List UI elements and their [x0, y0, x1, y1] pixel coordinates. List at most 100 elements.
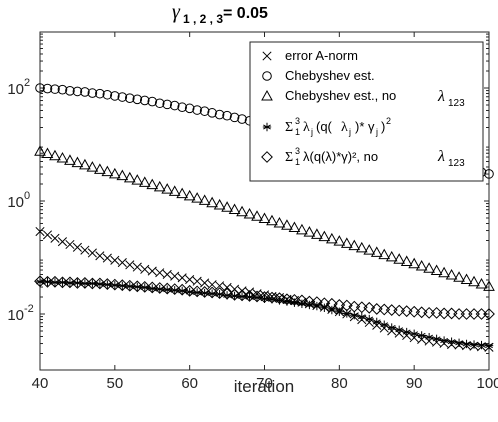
data-point-triangle [445, 268, 458, 280]
data-point-asterisk [454, 338, 464, 348]
data-point-triangle [49, 149, 61, 161]
data-point-x [140, 264, 150, 274]
data-point-x-stroke [110, 255, 120, 265]
data-point-asterisk [387, 323, 396, 332]
data-point-triangle [258, 212, 271, 224]
data-point-triangle [116, 169, 129, 181]
data-point-triangle [198, 194, 211, 205]
data-point-diamond [400, 305, 413, 318]
x-axis-title: iteration [234, 377, 294, 396]
y-tick-label-exp: 0 [24, 190, 30, 202]
legend-sumno-sup: 3 [295, 146, 300, 156]
legend-sum-formula-a-sub: j [310, 127, 313, 137]
data-point-triangle [71, 156, 84, 168]
data-point-asterisk [342, 309, 352, 318]
legend: error A-norm Chebyshev est. Chebyshev es… [249, 41, 484, 182]
data-point-triangle [378, 248, 391, 260]
data-point-x-stroke [132, 262, 142, 272]
data-point-diamond [483, 308, 495, 320]
data-point-x-stroke [162, 269, 172, 280]
data-point-circle [87, 88, 98, 98]
y-tick-label-base: 10 [7, 81, 24, 98]
data-point-asterisk [432, 334, 441, 344]
data-point-circle [237, 114, 247, 124]
data-point-triangle [363, 244, 376, 255]
x-tick-label: 80 [331, 375, 348, 392]
legend-sum-formula-d: )* γ [355, 119, 375, 134]
x-tick-label: 60 [181, 375, 198, 392]
series-diamond [34, 275, 495, 320]
data-point-diamond [318, 297, 331, 310]
data-point-diamond [123, 279, 136, 292]
data-point-diamond [296, 294, 308, 307]
data-point-diamond [116, 279, 129, 292]
data-point-x-stroke [80, 245, 90, 255]
legend-sum-formula-c: λ [341, 120, 348, 135]
x-tick-label: 40 [32, 375, 49, 392]
data-point-circle [169, 100, 180, 111]
data-point-x-stroke [147, 266, 157, 276]
data-point-circle [110, 91, 120, 101]
data-point-asterisk [409, 329, 419, 338]
data-point-diamond [206, 286, 219, 299]
data-point-triangle [355, 241, 368, 253]
data-point-triangle [176, 187, 189, 199]
legend-marker-x-stroke [262, 51, 272, 61]
data-point-diamond [49, 275, 61, 288]
data-point-circle [177, 102, 187, 113]
data-point-x [117, 258, 127, 268]
data-point-triangle [266, 214, 278, 226]
x-tick-label: 50 [106, 375, 123, 392]
data-point-circle [192, 105, 202, 115]
data-point-triangle [483, 280, 495, 291]
data-point-triangle [415, 259, 428, 271]
data-point-x [110, 255, 120, 265]
data-point-diamond [430, 306, 443, 319]
data-point-triangle [86, 161, 99, 172]
data-point-triangle [243, 207, 256, 219]
data-point-asterisk [469, 340, 479, 349]
data-point-triangle [430, 264, 443, 275]
data-point-x-stroke [185, 274, 195, 285]
data-point-asterisk [327, 305, 337, 315]
data-point-triangle [400, 255, 413, 266]
data-point-circle [57, 84, 68, 95]
data-point-triangle [311, 228, 323, 239]
legend-label-chebyshev-no-lambda-sub: 123 [448, 98, 465, 109]
data-point-diamond [221, 287, 233, 300]
data-point-circle [42, 83, 53, 94]
data-point-x-stroke [207, 280, 217, 290]
data-point-asterisk [477, 340, 486, 350]
data-point-circle [229, 112, 240, 123]
data-point-circle [162, 99, 173, 110]
data-point-triangle [153, 180, 166, 192]
y-tick-label: 10 -2 [7, 303, 33, 324]
legend-label-sum: Σ 3 1 λ j (q( λ j )* γ j ) 2 [285, 116, 391, 137]
data-point-diamond [355, 301, 368, 314]
data-point-x-stroke [155, 268, 165, 278]
legend-sum-formula-e-sup: 2 [386, 116, 391, 126]
data-point-asterisk [297, 299, 307, 309]
data-point-x-stroke [215, 281, 225, 291]
data-point-triangle [408, 257, 421, 269]
data-point-diamond [445, 307, 458, 320]
data-point-x [207, 280, 217, 290]
chart-title-subscript: 1 , 2 , 3 [183, 12, 223, 26]
data-point-triangle [468, 275, 480, 287]
data-point-diamond [213, 287, 226, 300]
data-point-triangle [475, 278, 488, 289]
data-point-triangle [296, 223, 308, 235]
legend-marker-asterisk [262, 122, 272, 132]
legend-label-error: error A-norm [285, 48, 358, 63]
data-point-diamond [183, 284, 196, 297]
data-point-diamond [303, 295, 316, 308]
legend-marker-diamond [261, 151, 273, 163]
data-point-triangle [273, 217, 286, 228]
data-point-x [42, 230, 53, 240]
data-point-x-stroke [35, 226, 45, 237]
data-point-x [125, 260, 135, 270]
data-point-circle [222, 110, 232, 121]
data-point-x [95, 251, 105, 261]
data-point-triangle [453, 271, 465, 282]
data-point-x [200, 278, 210, 288]
